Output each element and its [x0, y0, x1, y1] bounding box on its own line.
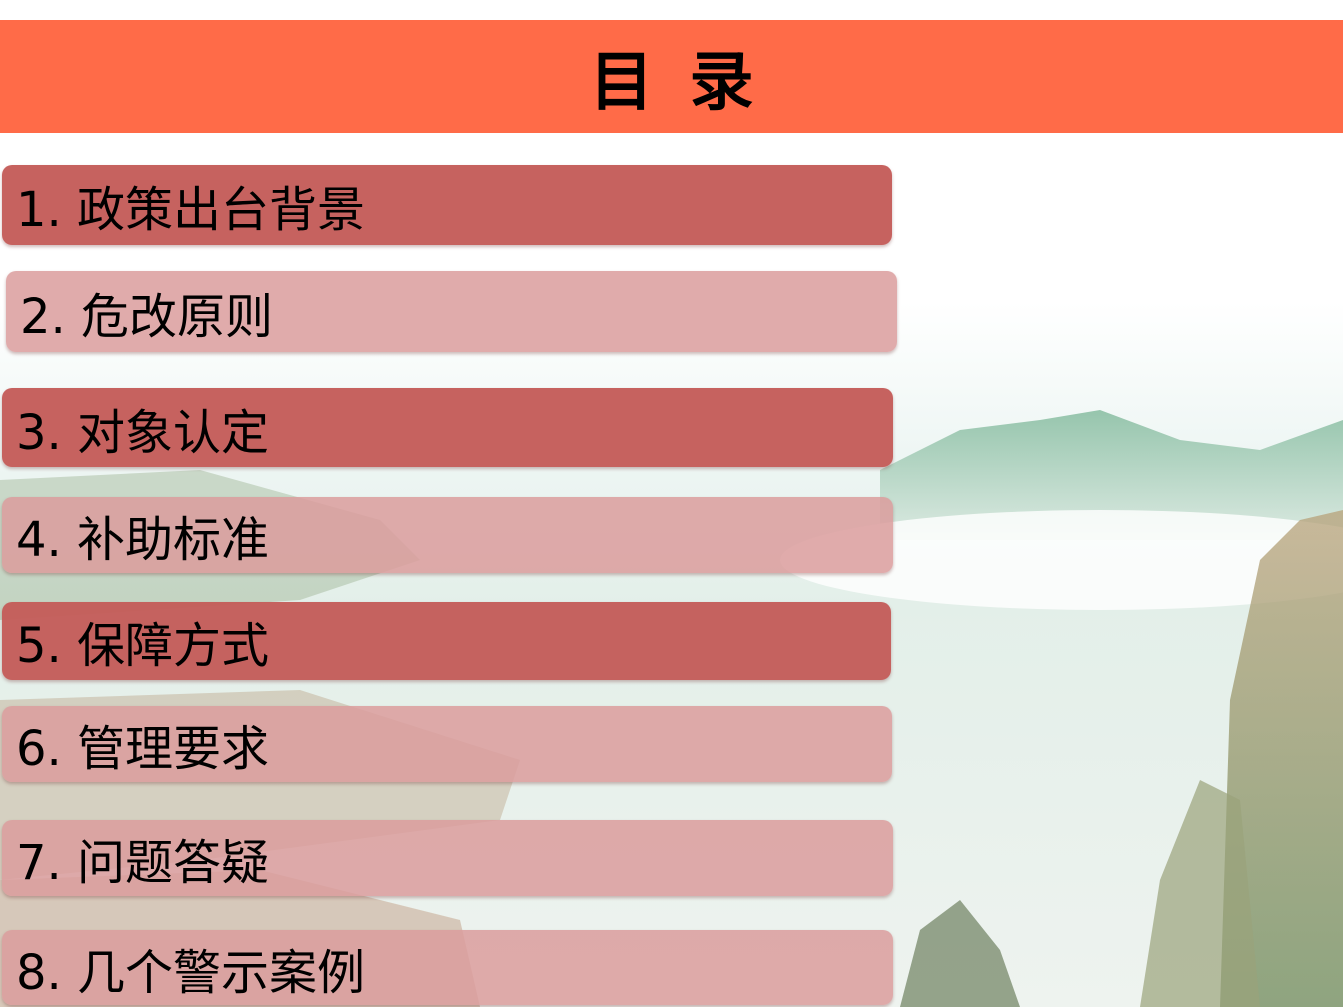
toc-item-6[interactable]: 6. 管理要求: [2, 706, 892, 782]
page-title: 目录: [589, 45, 790, 120]
toc-item-8[interactable]: 8. 几个警示案例: [2, 930, 893, 1005]
toc-item-label: 5. 保障方式: [16, 618, 270, 674]
toc-item-3[interactable]: 3. 对象认定: [2, 388, 893, 467]
toc-item-5[interactable]: 5. 保障方式: [2, 602, 891, 680]
toc-item-label: 3. 对象认定: [16, 404, 270, 461]
toc-item-2[interactable]: 2. 危改原则: [6, 271, 897, 352]
toc-item-label: 2. 危改原则: [20, 288, 274, 345]
toc-item-label: 7. 问题答疑: [16, 835, 270, 891]
toc-item-label: 6. 管理要求: [16, 721, 270, 777]
toc-item-label: 4. 补助标准: [16, 512, 270, 568]
toc-item-label: 8. 几个警示案例: [16, 944, 366, 1001]
toc-item-7[interactable]: 7. 问题答疑: [2, 820, 893, 896]
toc-item-1[interactable]: 1. 政策出台背景: [2, 165, 892, 245]
toc-item-label: 1. 政策出台背景: [16, 182, 366, 238]
toc-item-4[interactable]: 4. 补助标准: [2, 497, 893, 573]
title-bar: 目录: [0, 20, 1343, 133]
